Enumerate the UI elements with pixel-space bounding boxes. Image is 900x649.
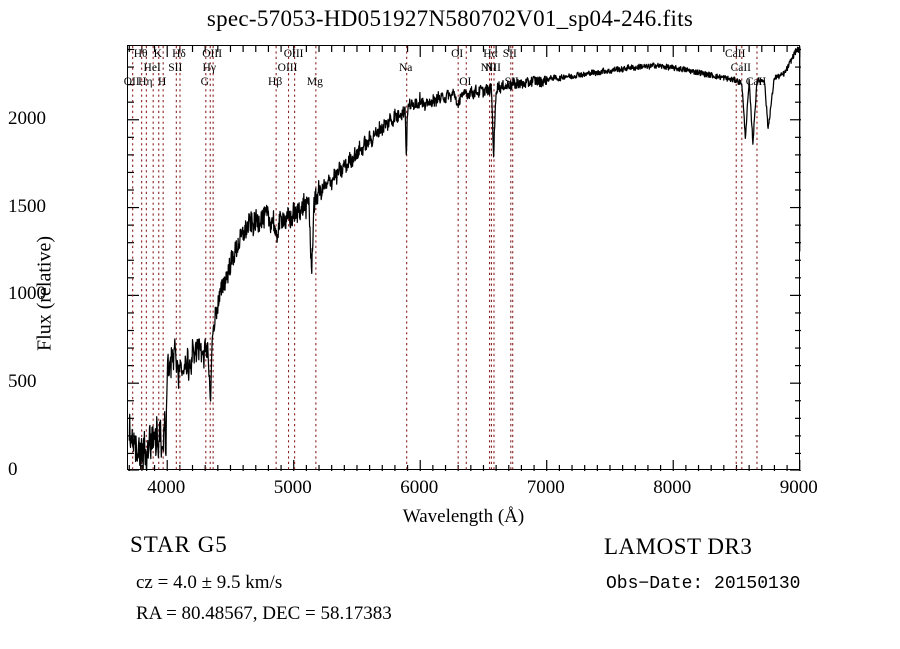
spectral-line-label-Na-5893: Na: [398, 62, 413, 74]
spectral-line-label-Mg-5175: Mg: [306, 76, 323, 88]
spectral-line-label-NII-6548: NII: [480, 62, 497, 74]
spectral-line-label-OIII-4363: OIII: [202, 48, 223, 60]
spectral-line-label-H-4861: Hβ: [268, 76, 283, 88]
object-class: STAR G5: [130, 532, 228, 557]
observation-date: Obs−Date: 20150130: [606, 574, 801, 594]
coordinates: RA = 80.48567, DEC = 58.17383: [136, 603, 392, 624]
spectral-line-label-H-3968: H: [158, 76, 167, 88]
y-tick-label-1500: 1500: [8, 195, 46, 217]
spectral-line-label-OI-6364: OI: [459, 76, 472, 88]
y-tick-label-2000: 2000: [8, 107, 46, 129]
page-title: spec-57053-HD051927N580702V01_sp04-246.f…: [206, 6, 694, 31]
spectral-line-label-H-3835: Hη: [138, 76, 153, 88]
spectral-line-label-HeI-3889: HeI: [143, 62, 161, 74]
spectral-line-label-CaII-8542: CaII: [730, 62, 751, 74]
spectral-line-label-SII-4072: SII: [168, 62, 183, 74]
spectral-line-label-H-6563: Hα: [483, 48, 498, 60]
spectral-line-label-OIII-5007: OIII: [283, 48, 304, 60]
radial-velocity: cz = 4.0 ± 9.5 km/s: [136, 572, 283, 593]
x-tick-label-6000: 6000: [400, 477, 439, 498]
spectral-line-label-G-4305: G: [200, 76, 209, 88]
y-axis-tick-labels: 0 500 1000 1500 2000: [0, 0, 120, 649]
x-tick-label-4000: 4000: [147, 477, 186, 498]
plot-frame: [127, 45, 801, 471]
spectral-line-label-NII-6583: NII: [484, 62, 501, 74]
y-tick-label-0: 0: [8, 459, 18, 480]
plot-canvas: [128, 46, 801, 471]
spectral-line-label-CaII-8662: CaII: [745, 76, 767, 88]
y-tick-label-1000: 1000: [8, 283, 46, 305]
survey-name: LAMOST DR3: [604, 534, 753, 559]
spectral-line-label-CaII-8498: CaII: [725, 48, 746, 60]
x-tick-label-5000: 5000: [273, 477, 312, 498]
x-axis-label: Wavelength (Å): [402, 506, 525, 527]
x-tick-label-7000: 7000: [526, 477, 565, 498]
x-tick-label-8000: 8000: [653, 477, 692, 498]
spectral-line-label-OIII-4959: OIII: [277, 62, 298, 74]
y-tick-label-500: 500: [8, 371, 37, 393]
spectral-line-label-H-4101: Hδ: [172, 48, 186, 60]
spectral-line-label-OI-6300: OI: [451, 48, 464, 60]
spectral-line-label-SII-6716: SII: [502, 48, 517, 60]
spectral-line-label-H-4340: Hγ: [202, 62, 216, 74]
spectral-line-label-K-3933: K: [153, 48, 162, 60]
spectral-line-label-OII-3727: OII: [123, 76, 140, 88]
spectral-line-label-SII-6731: SII: [504, 76, 519, 88]
x-tick-label-9000: 9000: [779, 477, 818, 498]
spectral-line-label-H-3798: Hθ: [133, 48, 148, 60]
y-axis-label: Flux (relative): [33, 236, 56, 351]
